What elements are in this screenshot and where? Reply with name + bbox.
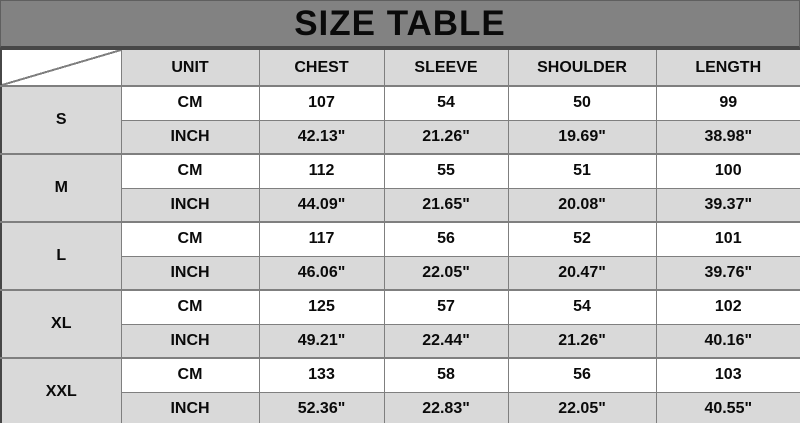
column-header-chest: CHEST [258, 48, 385, 87]
cell-value: 44.09" [258, 187, 385, 223]
cell-value: 40.16" [655, 323, 800, 359]
cell-value: 22.05" [383, 255, 509, 291]
cell-value: 51 [507, 153, 657, 189]
unit-label: INCH [120, 119, 260, 155]
cell-value: 54 [507, 289, 657, 325]
table-row: INCH 49.21" 22.44" 21.26" 40.16" [1, 323, 800, 359]
unit-label: CM [120, 221, 260, 257]
cell-value: 19.69" [507, 119, 657, 155]
table-row: XXL CM 133 58 56 103 [0, 357, 800, 423]
unit-label: CM [120, 289, 260, 325]
cell-value: 21.26" [383, 119, 509, 155]
cell-value: 42.13" [258, 119, 385, 155]
cell-value: 49.21" [258, 323, 385, 359]
size-table: UNIT CHEST SLEEVE SHOULDER LENGTH S CM 1… [0, 48, 800, 423]
cell-value: 99 [655, 85, 800, 121]
cell-value: 55 [383, 153, 509, 189]
table-row: INCH 42.13" 21.26" 19.69" 38.98" [1, 119, 800, 155]
cell-value: 58 [383, 357, 509, 393]
cell-value: 22.05" [507, 391, 657, 423]
cell-value: 103 [655, 357, 800, 393]
cell-value: 57 [383, 289, 509, 325]
table-row: XL CM 125 57 54 102 [0, 289, 800, 359]
cell-value: 52.36" [258, 391, 385, 423]
table-row: S CM 107 54 50 99 [0, 85, 800, 155]
table-row: L CM 117 56 52 101 [0, 221, 800, 291]
unit-label: INCH [120, 255, 260, 291]
cell-value: 54 [383, 85, 509, 121]
cell-value: 40.55" [655, 391, 800, 423]
column-header-sleeve: SLEEVE [383, 48, 509, 87]
unit-label: INCH [120, 323, 260, 359]
cell-value: 56 [507, 357, 657, 393]
size-label-xxl: XXL [0, 357, 122, 423]
cell-value: 100 [655, 153, 800, 189]
page-title: SIZE TABLE [0, 0, 800, 48]
cell-value: 107 [258, 85, 385, 121]
table-row: INCH 46.06" 22.05" 20.47" 39.76" [1, 255, 800, 291]
cell-value: 21.65" [383, 187, 509, 223]
size-label-xl: XL [0, 289, 122, 359]
cell-value: 102 [655, 289, 800, 325]
cell-value: 20.08" [507, 187, 657, 223]
cell-value: 125 [258, 289, 385, 325]
cell-value: 133 [258, 357, 385, 393]
cell-value: 50 [507, 85, 657, 121]
table-row: INCH 52.36" 22.83" 22.05" 40.55" [1, 391, 800, 423]
size-label-s: S [0, 85, 122, 155]
table-row: INCH 44.09" 21.65" 20.08" 39.37" [1, 187, 800, 223]
cell-value: 21.26" [507, 323, 657, 359]
cell-value: 38.98" [655, 119, 800, 155]
column-header-length: LENGTH [655, 48, 800, 87]
unit-label: CM [120, 153, 260, 189]
table-row: M CM 112 55 51 100 [0, 153, 800, 223]
cell-value: 22.44" [383, 323, 509, 359]
size-label-l: L [0, 221, 122, 291]
diagonal-corner-cell [0, 48, 122, 87]
unit-label: INCH [120, 391, 260, 423]
size-label-m: M [0, 153, 122, 223]
cell-value: 52 [507, 221, 657, 257]
column-header-shoulder: SHOULDER [507, 48, 657, 87]
unit-label: CM [120, 85, 260, 121]
cell-value: 117 [258, 221, 385, 257]
cell-value: 22.83" [383, 391, 509, 423]
cell-value: 101 [655, 221, 800, 257]
header-row: UNIT CHEST SLEEVE SHOULDER LENGTH [0, 48, 800, 87]
cell-value: 46.06" [258, 255, 385, 291]
cell-value: 39.37" [655, 187, 800, 223]
cell-value: 112 [258, 153, 385, 189]
cell-value: 20.47" [507, 255, 657, 291]
cell-value: 39.76" [655, 255, 800, 291]
cell-value: 56 [383, 221, 509, 257]
unit-label: CM [120, 357, 260, 393]
table-header: UNIT CHEST SLEEVE SHOULDER LENGTH [0, 48, 800, 87]
unit-label: INCH [120, 187, 260, 223]
column-header-unit: UNIT [120, 48, 260, 87]
